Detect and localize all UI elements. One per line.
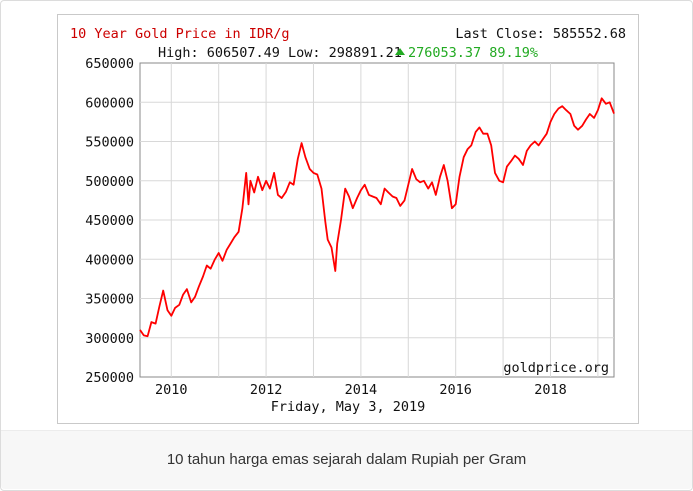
price-series-line <box>139 97 615 338</box>
y-tick-label: 600000 <box>85 95 134 111</box>
x-tick-label: 2010 <box>155 382 188 398</box>
x-tick-label: 2012 <box>250 382 283 398</box>
y-tick-label: 650000 <box>85 56 134 72</box>
caption-band <box>1 430 692 489</box>
change-label: 276053.37 89.19% <box>408 45 538 61</box>
series-layer <box>139 97 615 338</box>
y-tick-label: 400000 <box>85 252 134 268</box>
figure-caption: 10 tahun harga emas sejarah dalam Rupiah… <box>166 451 527 468</box>
y-tick-label: 500000 <box>85 174 134 190</box>
x-tick-label: 2014 <box>345 382 378 398</box>
high-low-label: High: 606507.49 Low: 298891.21 <box>158 45 402 61</box>
up-triangle-icon <box>395 48 405 55</box>
last-close-label: Last Close: 585552.68 <box>455 26 626 42</box>
text-layer: 10 Year Gold Price in IDR/g Last Close: … <box>70 26 626 415</box>
chart-title: 10 Year Gold Price in IDR/g <box>70 26 289 42</box>
date-label: Friday, May 3, 2019 <box>271 399 425 415</box>
y-tick-label: 550000 <box>85 135 134 151</box>
axis-layer: 250000 300000 350000 400000 450000 500000 5500… <box>85 56 567 398</box>
y-tick-label: 300000 <box>85 331 134 347</box>
grid-layer <box>139 62 615 378</box>
x-tick-label: 2018 <box>534 382 567 398</box>
y-tick-label: 450000 <box>85 213 134 229</box>
y-tick-label: 350000 <box>85 292 134 308</box>
gold-price-chart: 250000 300000 350000 400000 450000 500000 5500… <box>70 26 626 415</box>
watermark: goldprice.org <box>503 360 609 376</box>
chart-figure: 250000 300000 350000 400000 450000 500000 5500… <box>57 14 639 424</box>
y-tick-label: 250000 <box>85 370 134 386</box>
x-tick-label: 2016 <box>439 382 472 398</box>
